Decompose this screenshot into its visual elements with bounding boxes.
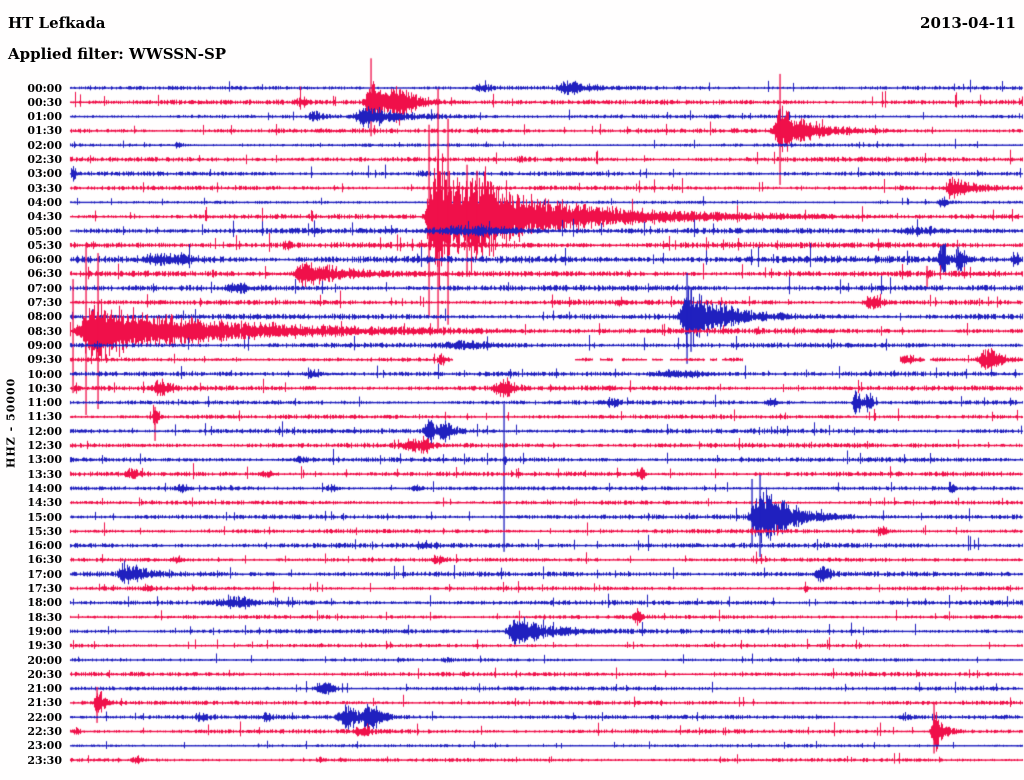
time-label: 23:00: [27, 739, 62, 753]
time-label: 20:30: [27, 667, 62, 681]
time-label: 05:30: [27, 238, 62, 252]
time-label: 04:30: [27, 210, 62, 224]
time-label: 04:00: [27, 195, 62, 209]
date-label: 2013-04-11: [920, 14, 1016, 32]
time-label: 02:00: [27, 138, 62, 152]
time-label: 16:00: [27, 539, 62, 553]
time-label: 19:00: [27, 624, 62, 638]
time-label: 13:00: [27, 453, 62, 467]
time-label: 20:00: [27, 653, 62, 667]
time-label: 14:30: [27, 496, 62, 510]
time-label: 08:00: [27, 310, 62, 324]
time-label: 09:00: [27, 338, 62, 352]
time-label: 00:00: [27, 81, 62, 95]
time-label: 10:30: [27, 381, 62, 395]
time-label: 06:30: [27, 267, 62, 281]
time-label: 07:00: [27, 281, 62, 295]
station-title: HT Lefkada: [8, 14, 106, 32]
time-label: 21:30: [27, 696, 62, 710]
time-label: 19:30: [27, 639, 62, 653]
time-label: 07:30: [27, 296, 62, 309]
time-label: 18:00: [27, 596, 62, 610]
time-label: 22:30: [27, 725, 62, 738]
time-label: 03:00: [27, 167, 62, 181]
time-label: 22:00: [27, 710, 62, 724]
time-label: 02:30: [27, 153, 62, 166]
time-label: 12:00: [27, 424, 62, 438]
time-label: 23:30: [27, 753, 62, 767]
time-label: 17:00: [27, 567, 62, 581]
time-label: 17:30: [27, 582, 62, 595]
time-label: 00:30: [27, 95, 62, 109]
time-label: 14:00: [27, 481, 62, 495]
time-label: 15:30: [27, 524, 62, 538]
time-label: 12:30: [27, 439, 62, 452]
time-label: 03:30: [27, 181, 62, 195]
time-label: 08:30: [27, 324, 62, 338]
time-label: 15:00: [27, 510, 62, 524]
time-label: 18:30: [27, 610, 62, 624]
time-label: 01:30: [27, 124, 62, 138]
time-label: 06:00: [27, 253, 62, 267]
time-label: 11:30: [27, 410, 62, 424]
time-label: 10:00: [27, 367, 62, 381]
time-label: 13:30: [27, 467, 62, 481]
time-label: 05:00: [27, 224, 62, 238]
time-label: 16:30: [27, 553, 62, 567]
time-label: 21:00: [27, 682, 62, 696]
time-label: 09:30: [27, 353, 62, 367]
time-label: 01:00: [27, 110, 62, 124]
time-label: 11:00: [27, 396, 62, 410]
filter-label: Applied filter: WWSSN-SP: [8, 45, 227, 63]
